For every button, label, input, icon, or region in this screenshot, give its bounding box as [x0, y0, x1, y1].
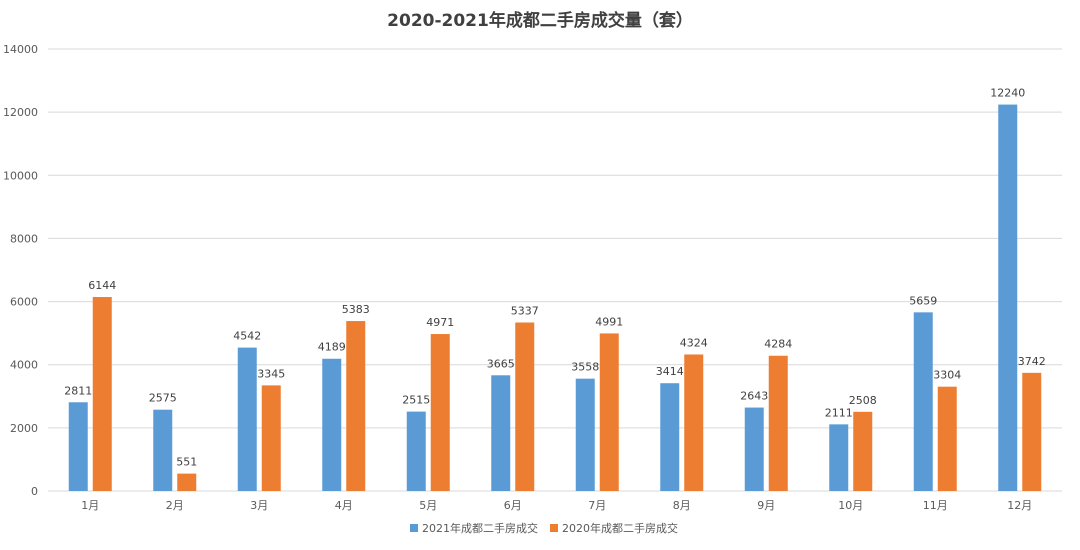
data-labels: 2811 6144 2575 551 4542 3345 4189 5383 2515 4971 3… [64, 87, 1046, 469]
y-axis-ticks: 0 2000 4000 6000 8000 10000 12000 14000 [3, 43, 38, 498]
data-label: 4542 [233, 330, 261, 343]
bar-2021-8[interactable] [660, 383, 680, 491]
legend-swatch [550, 524, 558, 532]
data-label: 3665 [487, 357, 515, 370]
x-tick-label: 9月 [757, 499, 775, 512]
bar-2021-3[interactable] [237, 347, 257, 491]
x-tick-label: 1月 [81, 499, 99, 512]
data-label: 3414 [656, 365, 684, 378]
x-tick-label: 10月 [838, 499, 863, 512]
y-tick-label: 10000 [3, 169, 38, 182]
bar-2021-1[interactable] [68, 402, 88, 491]
data-label: 3742 [1018, 355, 1046, 368]
bar-2020-7[interactable] [599, 333, 619, 491]
x-tick-label: 8月 [673, 499, 691, 512]
data-label: 4991 [595, 315, 623, 328]
bars [68, 104, 1042, 492]
data-label: 12240 [990, 87, 1025, 100]
data-label: 2811 [64, 384, 92, 397]
x-tick-label: 12月 [1007, 499, 1032, 512]
x-tick-label: 11月 [923, 499, 948, 512]
bar-2021-7[interactable] [575, 378, 595, 491]
data-label: 3345 [257, 367, 285, 380]
x-tick-label: 4月 [335, 499, 353, 512]
x-tick-label: 5月 [419, 499, 437, 512]
bar-2021-4[interactable] [322, 358, 342, 491]
y-tick-label: 4000 [10, 359, 38, 372]
data-label: 4971 [426, 316, 454, 329]
legend-item-label[interactable]: 2021年成都二手房成交 [422, 521, 538, 535]
bar-2021-6[interactable] [491, 375, 511, 491]
x-tick-label: 6月 [504, 499, 522, 512]
legend[interactable]: 2021年成都二手房成交 2020年成都二手房成交 [410, 521, 678, 535]
x-tick-label: 2月 [166, 499, 184, 512]
data-label: 5659 [909, 294, 937, 307]
bar-2020-9[interactable] [768, 355, 788, 491]
data-label: 3304 [933, 369, 961, 382]
bar-2020-12[interactable] [1022, 372, 1042, 491]
bar-2020-11[interactable] [937, 386, 957, 491]
bar-2020-6[interactable] [515, 322, 535, 491]
x-tick-label: 7月 [588, 499, 606, 512]
bar-2021-2[interactable] [153, 409, 173, 491]
bar-2021-11[interactable] [913, 312, 933, 491]
data-label: 2643 [740, 390, 768, 403]
chart-title: 2020-2021年成都二手房成交量（套） [387, 10, 693, 31]
x-axis-ticks: 1月 2月 3月 4月 5月 6月 7月 8月 9月 10月 11月 12月 [81, 499, 1032, 512]
y-tick-label: 12000 [3, 106, 38, 119]
legend-swatch [410, 524, 418, 532]
bar-2020-5[interactable] [430, 334, 450, 491]
data-label: 4284 [764, 338, 792, 351]
bar-2020-3[interactable] [261, 385, 281, 491]
data-label: 2111 [825, 406, 853, 419]
bar-2020-1[interactable] [92, 297, 112, 491]
bar-2020-10[interactable] [853, 411, 873, 491]
legend-item-label[interactable]: 2020年成都二手房成交 [562, 521, 678, 535]
bar-2020-2[interactable] [177, 473, 197, 491]
bar-2021-12[interactable] [998, 104, 1018, 492]
y-tick-label: 8000 [10, 232, 38, 245]
data-label: 2575 [149, 392, 177, 405]
data-label: 5383 [342, 303, 370, 316]
bar-2020-8[interactable] [684, 354, 704, 491]
bar-2020-4[interactable] [346, 321, 366, 491]
x-tick-label: 3月 [250, 499, 268, 512]
bar-2021-9[interactable] [744, 407, 764, 491]
bar-2021-10[interactable] [829, 424, 849, 491]
data-label: 2515 [402, 394, 430, 407]
data-label: 4189 [318, 341, 346, 354]
data-label: 5337 [511, 305, 539, 318]
gridlines [48, 48, 1062, 492]
data-label: 4324 [680, 336, 708, 349]
data-label: 3558 [571, 361, 599, 374]
data-label: 6144 [88, 279, 116, 292]
y-tick-label: 14000 [3, 43, 38, 56]
data-label: 2508 [849, 394, 877, 407]
y-tick-label: 6000 [10, 296, 38, 309]
y-tick-label: 0 [31, 485, 38, 498]
y-tick-label: 2000 [10, 422, 38, 435]
bar-2021-5[interactable] [406, 411, 426, 491]
data-label: 551 [176, 456, 197, 469]
